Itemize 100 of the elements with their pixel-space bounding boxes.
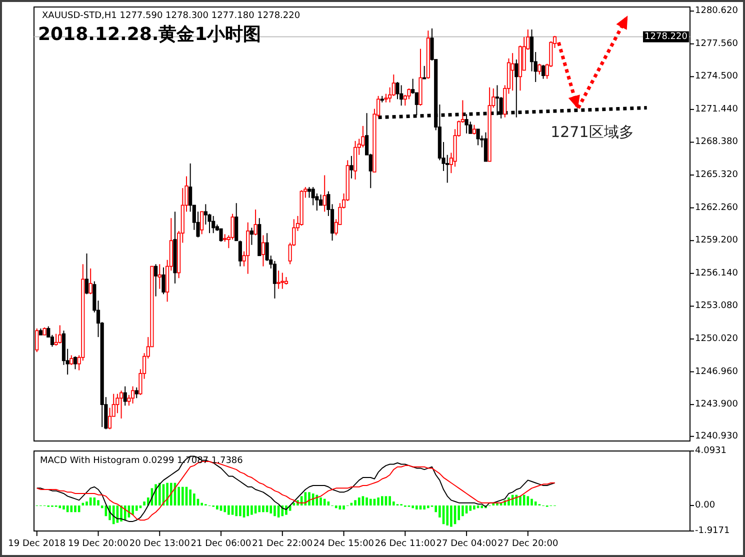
candlestick	[476, 128, 480, 146]
candlestick	[162, 266, 166, 295]
bar	[143, 501, 146, 506]
bar	[480, 505, 484, 508]
bar	[178, 486, 180, 506]
candlestick	[261, 234, 266, 267]
candlestick	[84, 252, 89, 295]
y-tick-label: 1246.960	[695, 366, 738, 377]
bar	[112, 505, 115, 524]
bar	[262, 505, 264, 512]
x-tick-label: 20 Dec 13:00	[129, 539, 190, 549]
candlestick	[472, 124, 476, 136]
y-tick-label: 1280.620	[695, 6, 738, 16]
bar	[450, 505, 452, 527]
y-tick-label: 1277.560	[695, 38, 738, 49]
candlestick	[538, 63, 542, 76]
candlestick	[88, 268, 92, 295]
bar	[519, 496, 522, 506]
text: 2018.12.28.黄金1小时图	[38, 24, 262, 45]
bar	[132, 505, 134, 515]
bar	[135, 505, 138, 511]
x-tick-label: 21 Dec 06:00	[190, 539, 252, 549]
bar	[274, 505, 276, 516]
bar	[308, 492, 310, 506]
candlestick	[123, 386, 127, 406]
bar	[462, 505, 464, 516]
bar	[62, 505, 65, 510]
bar	[246, 505, 250, 516]
bar	[193, 494, 196, 506]
candlestick	[400, 84, 404, 106]
y-tick-label: 1262.260	[695, 202, 738, 213]
bar	[170, 482, 172, 506]
bar	[358, 497, 360, 506]
bar	[366, 497, 368, 506]
candlestick	[322, 174, 326, 212]
bar	[258, 505, 261, 512]
bar	[530, 498, 533, 506]
x-tick-label: 27 Dec 20:00	[498, 539, 558, 549]
bar	[220, 505, 222, 511]
y-tick-label: 1268.380	[695, 137, 738, 148]
candlestick	[541, 64, 546, 80]
bar	[469, 505, 472, 511]
bar	[380, 496, 384, 506]
annotation: 1271区域多	[550, 123, 634, 141]
y-tick-label: 1250.020	[695, 334, 738, 344]
bar	[377, 497, 380, 506]
bar	[228, 505, 230, 515]
bar	[423, 505, 426, 510]
x-tick-label: 24 Dec 15:00	[314, 539, 374, 549]
bar	[235, 505, 238, 516]
candlestick	[350, 155, 354, 179]
bar	[216, 505, 218, 510]
candlestick	[130, 386, 135, 404]
bar	[412, 505, 414, 508]
x-tick-label: 19 Dec 2018	[8, 539, 66, 549]
bar	[250, 505, 253, 515]
bar	[473, 505, 476, 510]
candlestick	[158, 264, 162, 290]
candlestick	[276, 270, 280, 290]
candlestick	[134, 386, 138, 399]
candlestick	[58, 324, 62, 344]
candlestick	[73, 356, 78, 370]
candlestick	[250, 227, 254, 246]
bar	[86, 501, 88, 506]
candlestick	[307, 186, 312, 198]
y-tick-label: 4.0931	[695, 446, 726, 456]
bar	[166, 482, 168, 506]
bar	[189, 490, 192, 506]
candlestick	[510, 52, 514, 92]
bar	[97, 500, 100, 506]
bar	[270, 505, 272, 514]
bar	[224, 505, 226, 512]
candlestick	[127, 394, 131, 406]
candlestick	[116, 393, 120, 414]
candlestick	[484, 132, 488, 162]
candlestick	[280, 272, 284, 290]
x-tick-label: 19 Dec 20:00	[68, 539, 129, 549]
ref-line-label: 1278.220	[644, 32, 688, 42]
x-tick-label: 21 Dec 22:00	[252, 539, 313, 549]
bar	[239, 505, 242, 516]
y-tick-label: 1274.500	[695, 72, 738, 82]
candlestick	[70, 354, 74, 366]
bar	[342, 505, 345, 510]
y-tick-label: -1.9171	[695, 526, 730, 536]
bar	[74, 505, 76, 512]
bar	[334, 505, 338, 508]
bar	[182, 486, 184, 506]
bar	[58, 505, 62, 508]
candlestick	[154, 264, 158, 297]
bar	[446, 505, 449, 526]
y-tick-label: 1271.440	[695, 104, 738, 114]
candlestick	[212, 215, 216, 234]
y-tick-label: 1240.930	[695, 431, 738, 442]
bar	[416, 505, 418, 510]
candlestick	[219, 228, 223, 242]
candlestick	[254, 209, 258, 236]
y-tick-label: 1256.140	[695, 268, 738, 278]
bar	[320, 497, 322, 506]
candlestick	[119, 390, 124, 419]
y-tick-label: 1265.320	[695, 170, 738, 180]
